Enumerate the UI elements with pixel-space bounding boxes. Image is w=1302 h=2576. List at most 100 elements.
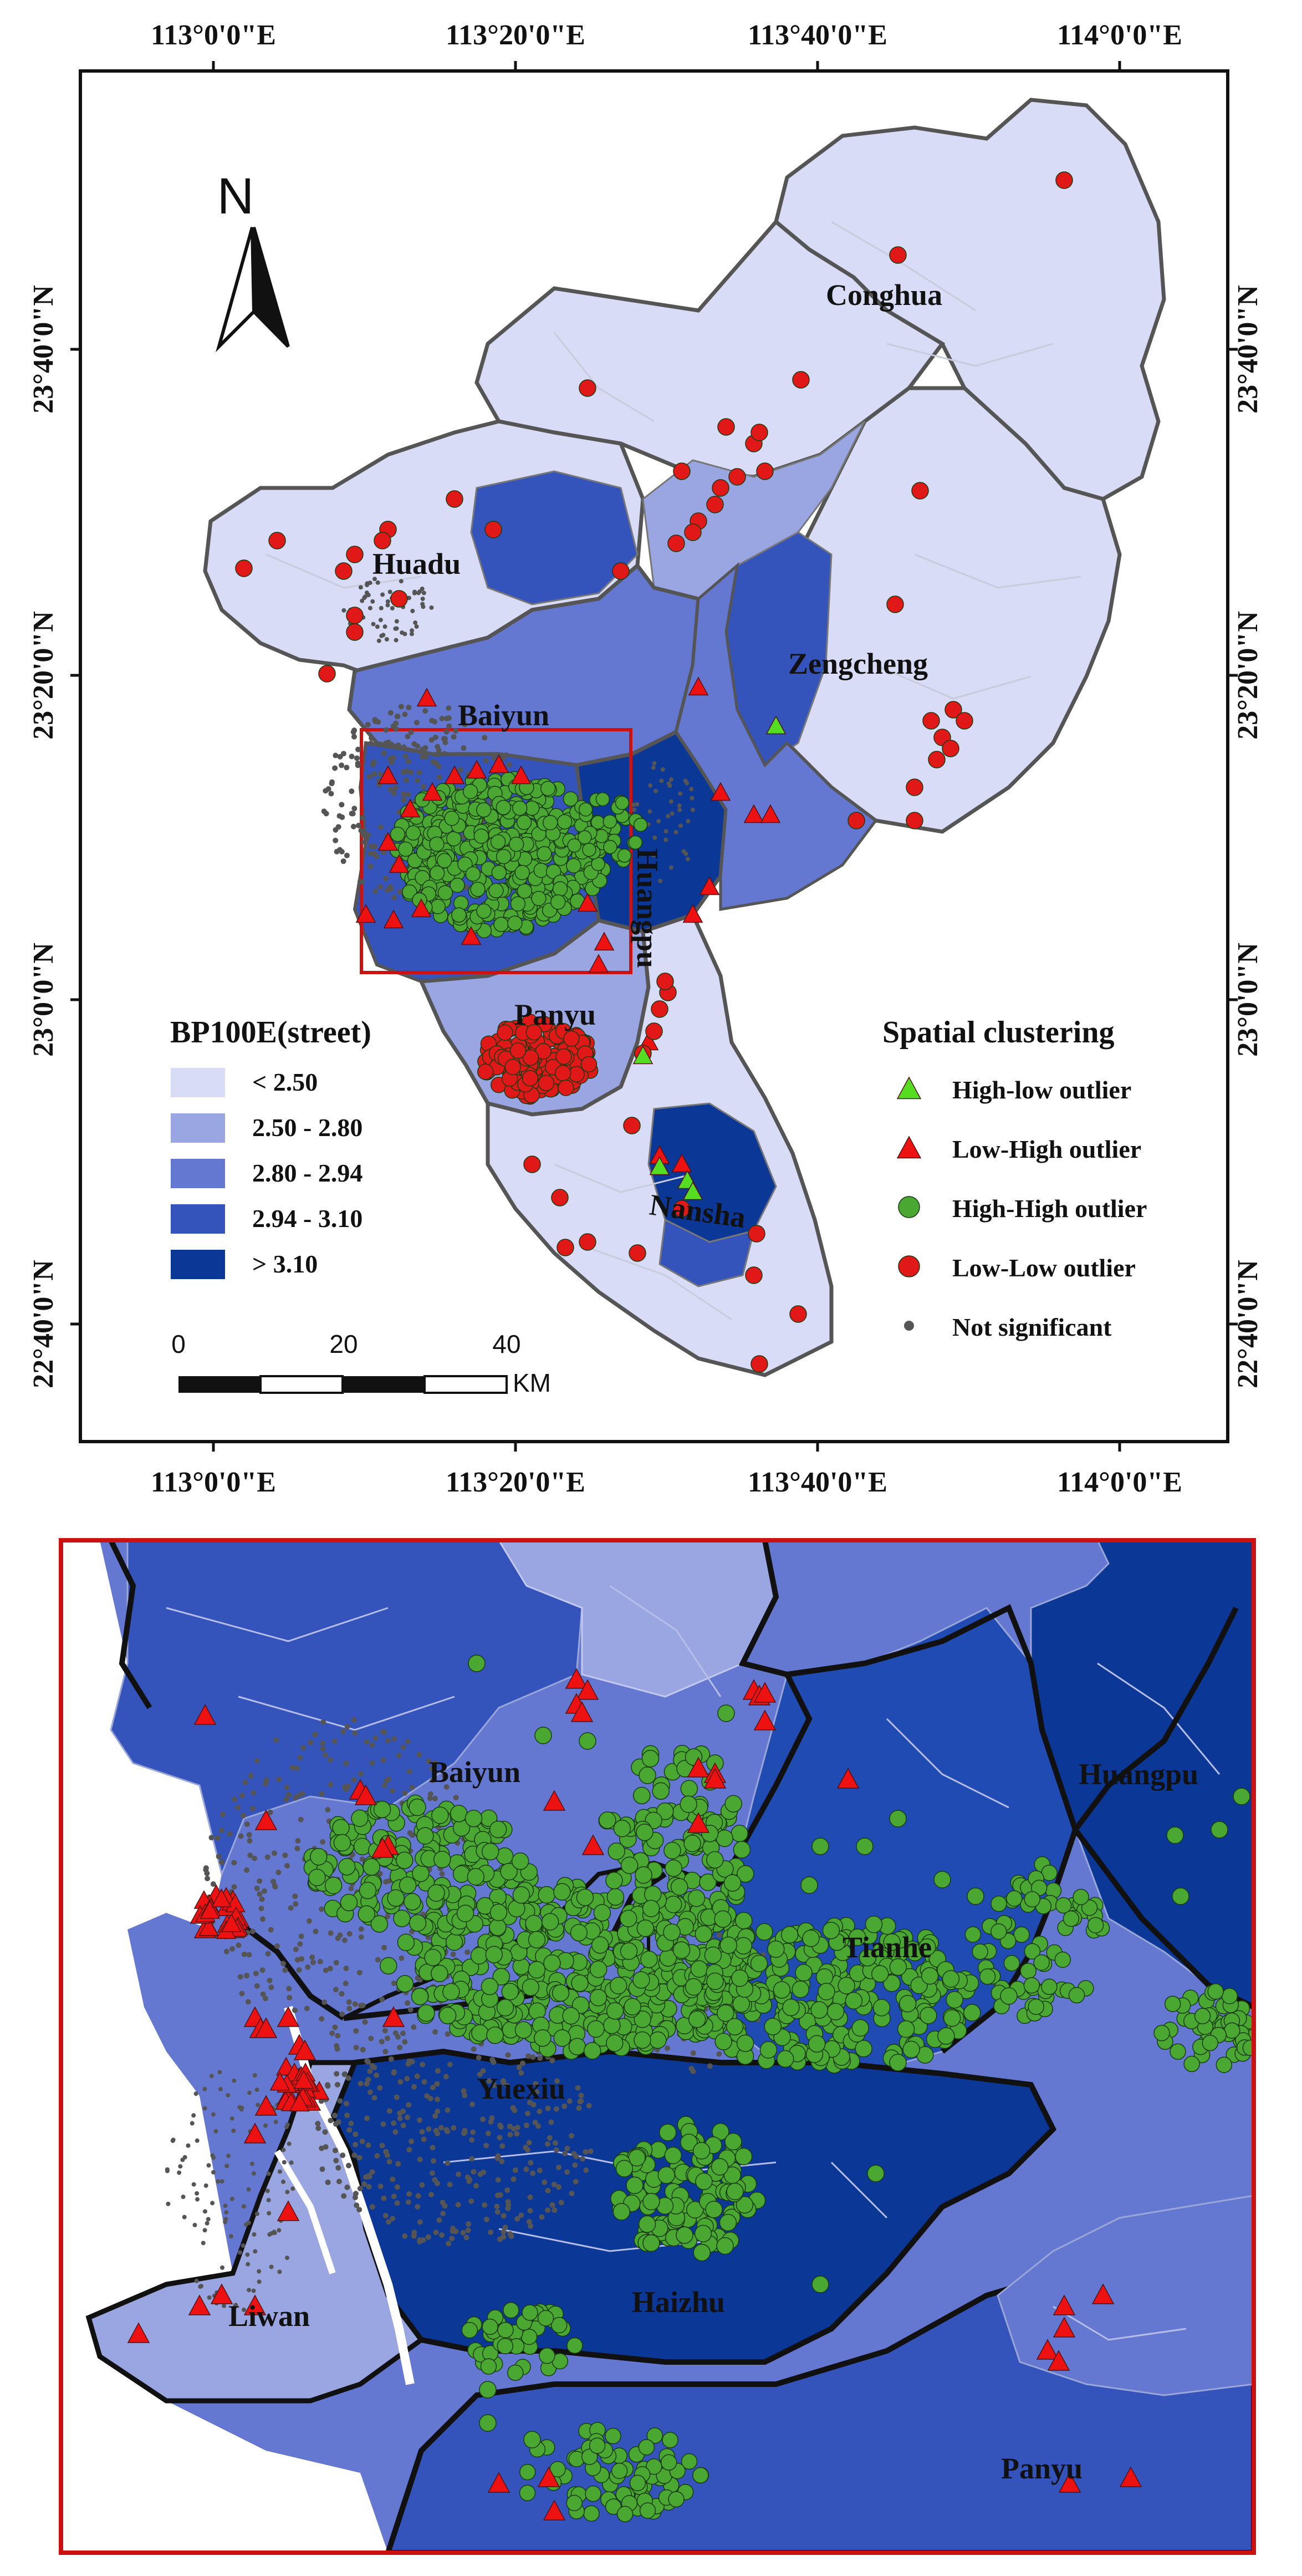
not-significant-point xyxy=(482,735,488,741)
not-significant-point xyxy=(379,605,384,610)
not-significant-point xyxy=(337,2098,343,2104)
high-high-point xyxy=(611,2462,628,2480)
low-low-point xyxy=(374,532,391,549)
high-high-point xyxy=(405,825,421,841)
high-high-point xyxy=(585,2485,601,2502)
not-significant-point xyxy=(365,583,370,588)
not-significant-point xyxy=(254,1983,260,1989)
high-high-point xyxy=(534,1727,552,1744)
not-significant-point xyxy=(426,2126,432,2132)
not-significant-point xyxy=(367,581,372,586)
high-high-point xyxy=(1024,1891,1040,1908)
low-low-point xyxy=(525,1024,543,1041)
not-significant-point xyxy=(530,2170,536,2176)
high-high-point xyxy=(528,1961,546,1979)
not-significant-point xyxy=(525,2053,532,2059)
not-significant-point xyxy=(332,2024,338,2030)
high-high-point xyxy=(486,2026,504,2044)
high-high-point xyxy=(620,1856,639,1875)
not-significant-point xyxy=(275,1870,282,1876)
low-high-point xyxy=(293,2070,314,2089)
high-high-point xyxy=(979,1968,996,1985)
not-significant-point xyxy=(254,2211,259,2216)
not-significant-point xyxy=(333,1987,339,1993)
high-high-point xyxy=(562,2007,580,2025)
not-significant-point xyxy=(166,2201,171,2206)
choropleth-legend-swatch xyxy=(170,1067,226,1098)
cluster-legend-label: Not significant xyxy=(952,1313,1112,1341)
not-significant-point xyxy=(219,2179,224,2184)
high-high-point xyxy=(607,1842,625,1860)
not-significant-point xyxy=(165,2167,170,2172)
not-significant-point xyxy=(450,2226,456,2232)
not-significant-point xyxy=(399,1955,405,1961)
not-significant-point xyxy=(332,2147,338,2154)
not-significant-point xyxy=(501,2213,507,2219)
not-significant-point xyxy=(690,807,695,812)
not-significant-point xyxy=(299,1791,305,1797)
not-significant-point xyxy=(387,589,392,594)
high-high-point xyxy=(589,2437,606,2454)
not-significant-point xyxy=(422,745,428,751)
not-significant-point xyxy=(254,1758,260,1764)
high-high-point xyxy=(606,2034,624,2052)
high-high-point xyxy=(672,1941,691,1959)
not-significant-point xyxy=(385,603,390,608)
not-significant-point xyxy=(346,1931,353,1937)
not-significant-point xyxy=(259,1916,265,1922)
high-high-point xyxy=(462,783,478,800)
not-significant-point xyxy=(344,765,350,771)
lat-tick-left-0: 23°40'0"N xyxy=(28,285,59,414)
not-significant-point xyxy=(333,1959,339,1966)
high-high-point xyxy=(680,1795,697,1813)
low-high-point xyxy=(377,765,399,785)
not-significant-point xyxy=(410,1832,416,1838)
high-high-point xyxy=(795,1964,813,1982)
not-significant-point xyxy=(285,2122,290,2127)
not-significant-point xyxy=(379,1997,385,2003)
low-high-point xyxy=(543,2499,566,2521)
not-significant-point xyxy=(353,2028,359,2034)
not-significant-point xyxy=(365,832,371,838)
not-significant-point xyxy=(229,2116,234,2121)
not-significant-point xyxy=(223,1948,229,1954)
not-significant-point xyxy=(304,2005,310,2012)
lat-tick-right-2: 23°0'0"N xyxy=(1232,943,1264,1057)
low-high-point xyxy=(277,2006,300,2027)
not-significant-point xyxy=(210,2153,215,2158)
not-significant-point xyxy=(284,1784,290,1790)
not-significant-point xyxy=(430,2158,436,2164)
low-high-point xyxy=(1091,2283,1115,2304)
not-significant-point xyxy=(358,2080,364,2086)
not-significant-point xyxy=(656,819,661,824)
not-significant-point xyxy=(264,1854,270,1860)
not-significant-point xyxy=(416,590,421,595)
not-significant-point xyxy=(421,604,426,609)
high-high-point xyxy=(867,2165,885,2182)
not-significant-point xyxy=(284,2256,289,2261)
not-significant-point xyxy=(416,1752,422,1758)
high-high-point xyxy=(972,1943,988,1960)
not-significant-point xyxy=(339,802,345,808)
high-high-point xyxy=(324,1876,343,1895)
high-high-point xyxy=(871,1965,889,1983)
low-low-point xyxy=(651,1000,668,1018)
not-significant-point xyxy=(402,711,408,717)
not-significant-point xyxy=(480,2116,486,2122)
low-low-point xyxy=(477,1063,494,1080)
low-high-point xyxy=(354,1784,377,1805)
inset-label-yuexiu: Yuexiu xyxy=(477,2072,565,2105)
not-significant-point xyxy=(405,2199,411,2205)
not-significant-point xyxy=(298,1816,304,1822)
not-significant-point xyxy=(334,2081,340,2088)
high-high-point xyxy=(606,1888,625,1906)
high-high-point xyxy=(782,1998,800,2017)
not-significant-point xyxy=(369,2063,375,2069)
not-significant-point xyxy=(228,2234,233,2239)
not-significant-point xyxy=(530,2101,537,2107)
not-significant-point xyxy=(647,809,652,814)
not-significant-point xyxy=(319,1740,325,1746)
not-significant-point xyxy=(537,2167,543,2173)
high-high-point xyxy=(818,1983,835,2000)
